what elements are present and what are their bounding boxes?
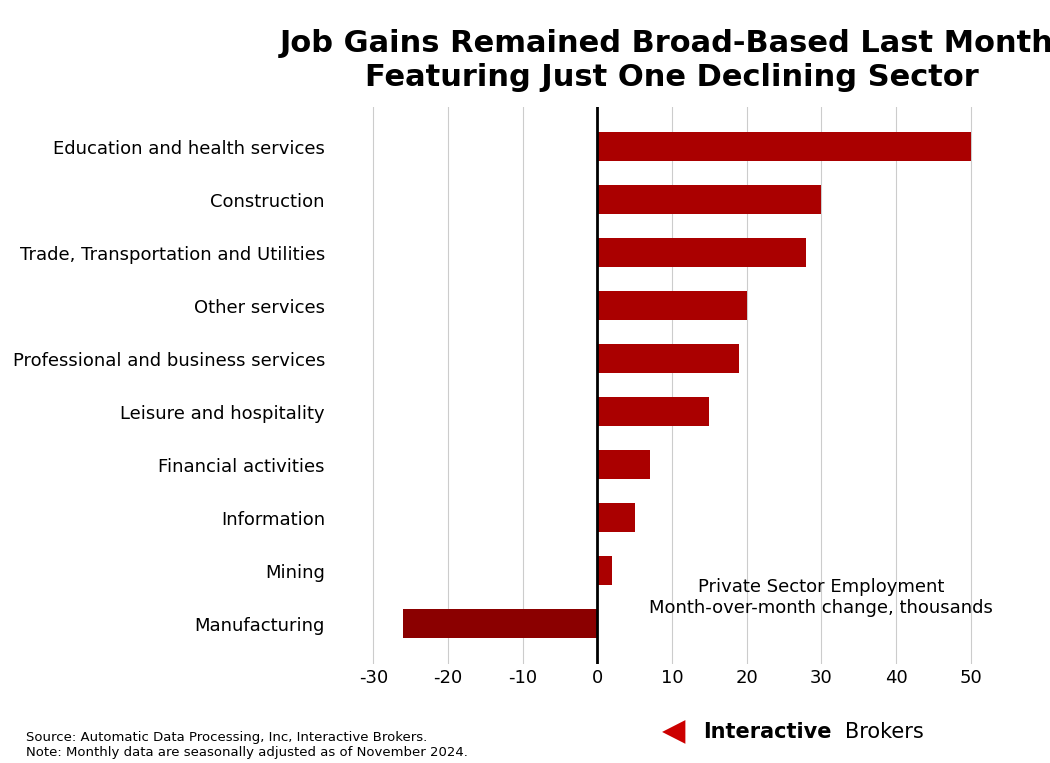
Bar <box>597 504 634 533</box>
Bar <box>597 238 806 267</box>
Bar <box>597 344 739 373</box>
Bar <box>597 132 970 161</box>
Bar <box>403 610 597 639</box>
Bar <box>597 556 612 585</box>
Bar <box>597 398 710 427</box>
Text: Private Sector Employment
Month-over-month change, thousands: Private Sector Employment Month-over-mon… <box>649 578 993 617</box>
Bar <box>597 450 650 479</box>
Text: ◀: ◀ <box>662 717 685 746</box>
Bar <box>597 185 821 214</box>
Text: Interactive: Interactive <box>704 723 832 742</box>
Text: Brokers: Brokers <box>845 723 924 742</box>
Bar <box>597 291 747 320</box>
Text: Source: Automatic Data Processing, Inc, Interactive Brokers.
Note: Monthly data : Source: Automatic Data Processing, Inc, … <box>26 731 468 759</box>
Title: Job Gains Remained Broad-Based Last Month,
Featuring Just One Declining Sector: Job Gains Remained Broad-Based Last Mont… <box>279 30 1050 92</box>
